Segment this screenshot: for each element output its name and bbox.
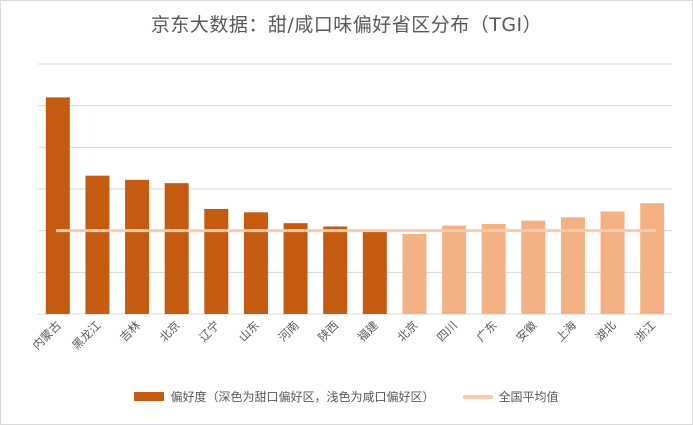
bar-sweet — [362, 229, 387, 314]
bar-salty — [402, 234, 427, 314]
bar-salty — [600, 211, 625, 314]
x-tick-label: 黑龙江 — [69, 318, 104, 353]
legend-label-line: 全国平均值 — [498, 390, 559, 404]
x-tick-label: 四川 — [434, 318, 460, 344]
legend-swatch-line — [462, 394, 493, 399]
x-tick-label: 浙江 — [632, 318, 659, 345]
chart-title: 京东大数据：甜/咸口味偏好省区分布（TGI） — [150, 14, 543, 36]
x-tick-label: 安徽 — [513, 318, 540, 345]
bar-salty — [481, 224, 506, 314]
x-tick-label: 内蒙古 — [30, 318, 64, 352]
legend-swatch-bar — [134, 392, 165, 401]
bar-sweet — [204, 209, 229, 314]
bar-sweet — [164, 183, 189, 314]
bar-salty — [560, 217, 585, 314]
bar-sweet — [323, 226, 348, 314]
x-tick-label: 陕西 — [315, 318, 341, 344]
bar-salty — [640, 203, 665, 314]
bar-sweet — [85, 175, 110, 314]
x-tick-label: 湖北 — [593, 318, 620, 345]
bar-sweet — [125, 179, 150, 314]
bar-sweet — [243, 212, 268, 314]
x-tick-label: 福建 — [355, 318, 382, 345]
bar-salty — [521, 220, 546, 314]
legend-label-bar: 偏好度（深色为甜口偏好区，浅色为咸口偏好区） — [170, 390, 435, 404]
bar-salty — [442, 225, 467, 314]
bar-sweet — [45, 97, 70, 314]
x-tick-label: 广东 — [474, 318, 500, 344]
legend-item-line: 全国平均值 — [462, 388, 559, 405]
x-tick-label: 北京 — [157, 318, 183, 344]
chart-legend: 偏好度（深色为甜口偏好区，浅色为咸口偏好区） 全国平均值 — [0, 388, 693, 405]
x-tick-label: 辽宁 — [196, 318, 222, 344]
bar-sweet — [283, 223, 308, 314]
x-tick-label: 河南 — [276, 318, 302, 344]
x-tick-label: 吉林 — [117, 318, 144, 345]
x-tick-label: 山东 — [236, 318, 262, 344]
x-tick-label: 上海 — [553, 318, 580, 345]
x-tick-label: 北京 — [394, 318, 420, 344]
legend-item-bar: 偏好度（深色为甜口偏好区，浅色为咸口偏好区） — [134, 388, 435, 405]
